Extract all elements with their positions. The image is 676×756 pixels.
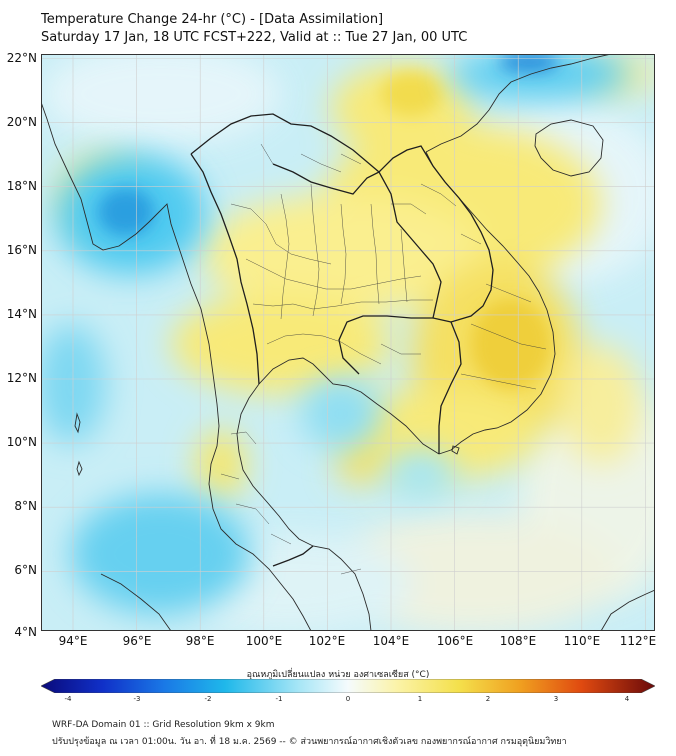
colorbar-title: อุณหภูมิเปลี่ยนแปลง หน่วย องศาเซลเซียส (…: [246, 670, 430, 680]
lon-label-96e: 96°E: [122, 634, 152, 648]
lat-label-14n: 14°N: [6, 307, 37, 321]
colorbar-tick-1: 1: [417, 695, 423, 703]
lon-label-108e: 108°E: [499, 634, 537, 648]
footer-credit: ปรับปรุงข้อมูล ณ เวลา 01:00น. วัน อา. ที…: [52, 737, 567, 747]
colorbar-scale: [40, 678, 656, 694]
temperature-change-map: [41, 54, 655, 631]
lon-label-100e: 100°E: [245, 634, 283, 648]
province-boundaries: [220, 143, 547, 575]
lat-label-6n: 6°N: [14, 563, 37, 577]
lon-label-110e: 110°E: [563, 634, 601, 648]
cold-anomaly-field: [41, 54, 631, 614]
lon-label-102e: 102°E: [308, 634, 346, 648]
lat-label-18n: 18°N: [6, 179, 37, 193]
lat-label-22n: 22°N: [6, 51, 37, 65]
lat-label-16n: 16°N: [6, 243, 37, 257]
graticule: [41, 54, 655, 631]
colorbar-tick-4: 4: [624, 695, 630, 703]
lon-label-98e: 98°E: [185, 634, 215, 648]
coastlines: [41, 54, 655, 631]
lon-label-112e: 112°E: [619, 634, 657, 648]
colorbar-tick-0: 0: [345, 695, 351, 703]
colorbar-tick-3: 3: [553, 695, 559, 703]
lon-label-94e: 94°E: [58, 634, 88, 648]
lat-label-4n: 4°N: [14, 625, 37, 639]
lat-label-8n: 8°N: [14, 499, 37, 513]
lat-label-12n: 12°N: [6, 371, 37, 385]
colorbar-tick-neg1: -1: [275, 695, 283, 703]
lat-label-20n: 20°N: [6, 115, 37, 129]
strong-warm-core: [381, 72, 551, 389]
colorbar-tick-2: 2: [485, 695, 491, 703]
national-borders: [190, 113, 494, 567]
map-subtitle: Saturday 17 Jan, 18 UTC FCST+222, Valid …: [41, 30, 468, 45]
map-title: Temperature Change 24-hr (°C) - [Data As…: [41, 12, 384, 27]
colorbar-tick-neg4: -4: [64, 695, 72, 703]
colorbar-tick-neg3: -3: [133, 695, 141, 703]
lon-label-104e: 104°E: [372, 634, 410, 648]
colorbar-tick-neg2: -2: [204, 695, 212, 703]
colorbar: [40, 678, 656, 694]
lon-label-106e: 106°E: [436, 634, 474, 648]
footer-model-info: WRF-DA Domain 01 :: Grid Resolution 9km …: [52, 720, 275, 730]
lat-label-10n: 10°N: [6, 435, 37, 449]
